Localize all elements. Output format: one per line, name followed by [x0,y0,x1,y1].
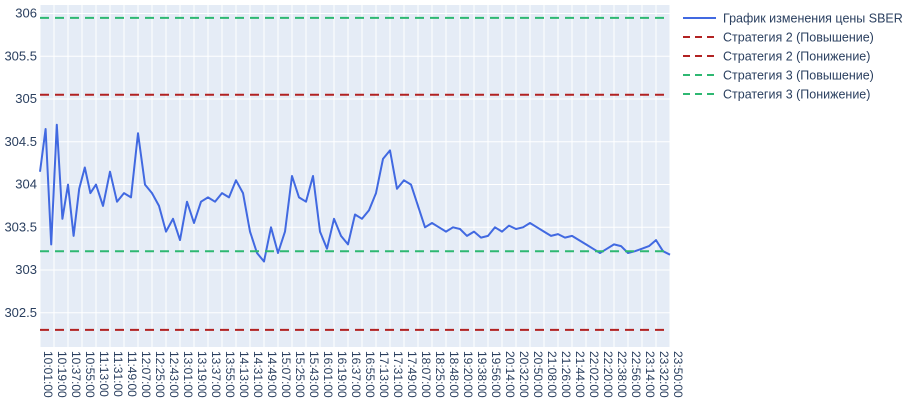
legend-label: График изменения цены SBER [723,12,903,26]
x-tick-label: 12:07:00 [139,351,153,398]
x-tick-label: 16:55:00 [363,351,377,398]
series-lines [39,16,671,331]
x-tick-label: 20:32:00 [517,351,531,398]
x-tick-label: 21:26:00 [559,351,573,398]
legend-item-1[interactable]: Стратегия 2 (Повышение) [683,31,874,45]
x-tick-label: 21:44:00 [573,351,587,398]
x-tick-label: 17:13:00 [377,351,391,398]
x-tick-label: 11:31:00 [111,351,125,397]
x-tick-label: 13:37:00 [209,351,223,398]
y-tick-label: 304.5 [4,134,37,149]
x-tick-label: 10:19:00 [55,351,69,398]
x-tick-label: 20:14:00 [503,351,517,398]
x-tick-label: 19:20:00 [461,351,475,398]
x-tick-label: 23:50:00 [671,351,685,398]
legend-item-0[interactable]: График изменения цены SBER [683,12,903,26]
x-tick-label: 22:02:00 [587,351,601,398]
x-tick-label: 12:43:00 [167,351,181,398]
x-tick-label: 13:19:00 [195,351,209,398]
x-tick-label: 15:25:00 [293,351,307,398]
legend-label: Стратегия 2 (Понижение) [723,50,870,64]
legend-item-3[interactable]: Стратегия 3 (Повышение) [683,69,874,83]
x-tick-label: 22:20:00 [601,351,615,398]
x-tick-label: 14:31:00 [251,351,265,398]
x-tick-label: 19:38:00 [475,351,489,398]
x-tick-label: 12:25:00 [153,351,167,398]
legend-label: Стратегия 2 (Повышение) [723,31,874,45]
x-axis-ticks: 10:01:00 10:19:00 10:37:00 10:55:00 11:13:00… [41,351,685,398]
x-tick-label: 13:55:00 [223,351,237,398]
x-tick-label: 19:56:00 [489,351,503,398]
x-tick-label: 11:49:00 [125,351,139,397]
x-tick-label: 16:19:00 [335,351,349,398]
x-tick-label: 16:37:00 [349,351,363,398]
legend-label: Стратегия 3 (Повышение) [723,69,874,83]
x-tick-label: 11:13:00 [97,351,111,397]
x-tick-label: 23:32:00 [657,351,671,398]
plot-area [40,5,670,347]
x-tick-label: 20:50:00 [531,351,545,398]
x-tick-label: 18:07:00 [419,351,433,398]
x-tick-label: 17:31:00 [391,351,405,398]
x-tick-label: 18:48:00 [447,351,461,398]
x-tick-label: 16:01:00 [321,351,335,398]
x-tick-label: 10:01:00 [41,351,55,398]
legend-item-2[interactable]: Стратегия 2 (Понижение) [683,50,870,64]
price-line [39,123,671,263]
x-tick-label: 14:49:00 [265,351,279,398]
x-tick-label: 18:25:00 [433,351,447,398]
x-tick-label: 13:01:00 [181,351,195,398]
y-tick-label: 306 [15,6,37,21]
y-tick-label: 303 [15,262,37,277]
y-tick-label: 305.5 [4,48,37,63]
x-tick-label: 22:38:00 [615,351,629,398]
y-tick-label: 305 [15,91,37,106]
legend-item-4[interactable]: Стратегия 3 (Понижение) [683,88,870,102]
y-tick-label: 302.5 [4,305,37,320]
x-tick-label: 14:13:00 [237,351,251,398]
x-tick-label: 22:56:00 [629,351,643,398]
x-tick-label: 23:14:00 [643,351,657,398]
y-tick-label: 304 [15,177,37,192]
x-tick-label: 21:08:00 [545,351,559,398]
x-tick-label: 10:37:00 [69,351,83,398]
x-tick-label: 15:43:00 [307,351,321,398]
y-tick-label: 303.5 [4,219,37,234]
x-tick-label: 10:55:00 [83,351,97,398]
y-axis-ticks: 302.5 303 303.5 304 304.5 305 305.5 306 [4,6,37,320]
legend-label: Стратегия 3 (Понижение) [723,88,870,102]
legend[interactable]: График изменения цены SBER Стратегия 2 (П… [683,12,903,102]
x-tick-label: 15:07:00 [279,351,293,398]
x-tick-label: 17:49:00 [405,351,419,398]
